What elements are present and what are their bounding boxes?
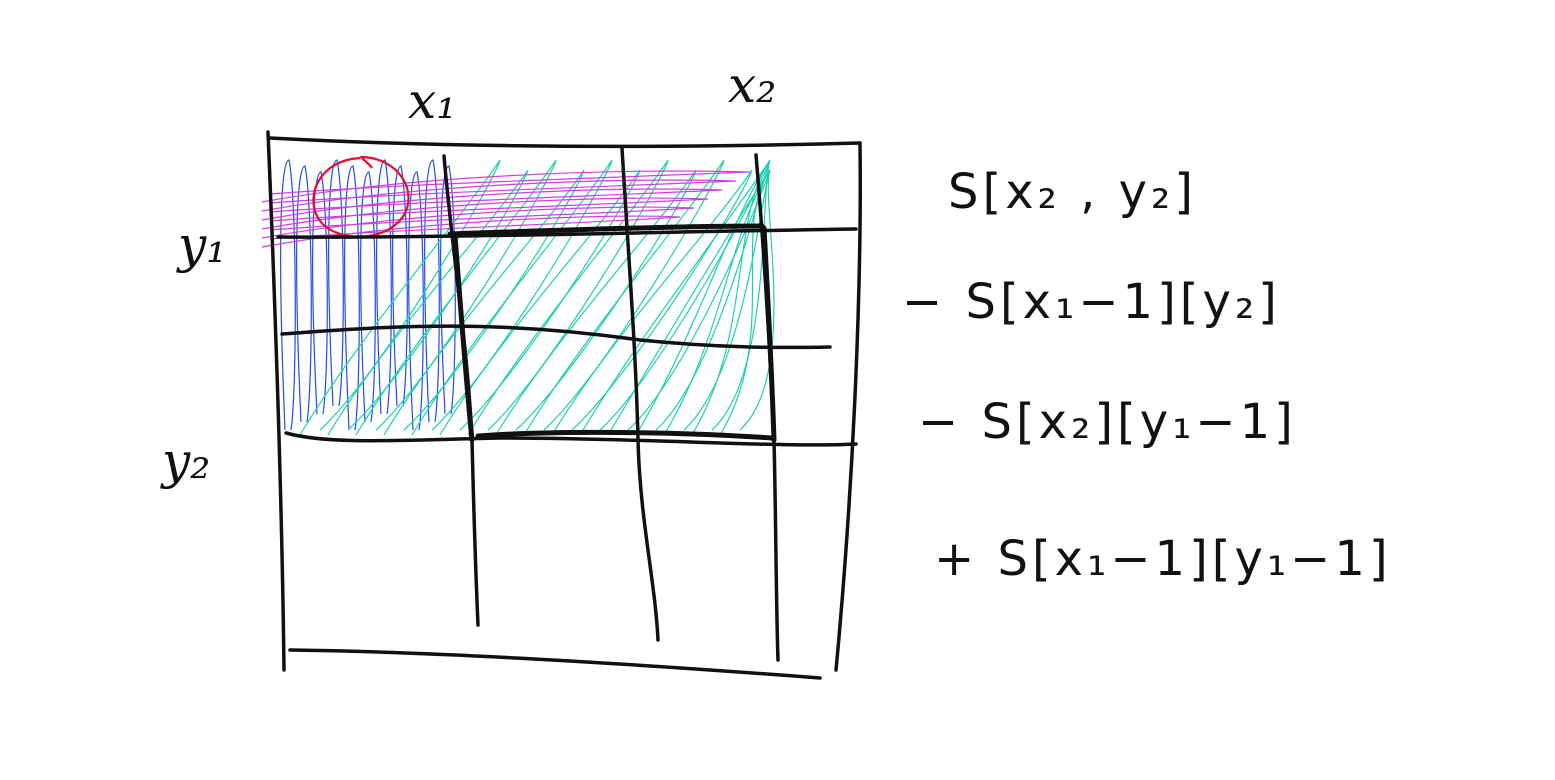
label-x2: x₂ bbox=[728, 56, 776, 114]
grid-row-line-mid bbox=[280, 324, 832, 350]
hatch-stroke bbox=[327, 169, 529, 436]
hatch-stroke bbox=[261, 206, 695, 239]
blue-hatch-region bbox=[280, 159, 456, 431]
label-y1: y₁ bbox=[176, 216, 226, 274]
hatch-stroke bbox=[328, 159, 344, 407]
hatch-stroke bbox=[299, 159, 501, 436]
grid-row-line-y2 bbox=[284, 431, 858, 447]
query-rect-left bbox=[452, 233, 475, 443]
grid-border-left bbox=[266, 130, 286, 672]
hatch-stroke bbox=[467, 159, 669, 436]
hatch-stroke bbox=[408, 171, 424, 431]
hatch-stroke bbox=[261, 170, 751, 203]
label-y2: y₂ bbox=[160, 432, 210, 490]
grid-col-line-mid bbox=[620, 146, 660, 642]
hatch-stroke bbox=[344, 165, 360, 431]
hatch-stroke bbox=[280, 159, 296, 431]
hatch-stroke bbox=[261, 197, 709, 230]
red-circle-mark bbox=[312, 155, 410, 238]
hatch-stroke bbox=[411, 159, 613, 436]
grid-col-line-x1 bbox=[442, 154, 480, 627]
hatch-stroke bbox=[523, 159, 725, 436]
hatch-stroke bbox=[439, 169, 641, 436]
query-rect-bottom bbox=[475, 429, 775, 441]
equation-line-1: S[x₂ , y₂] bbox=[948, 164, 1197, 220]
equation-line-3: − S[x₂][y₁−1] bbox=[918, 394, 1297, 450]
hatch-stroke bbox=[261, 179, 737, 212]
hatch-stroke bbox=[360, 171, 376, 423]
grid-row-line-y1 bbox=[276, 227, 858, 239]
hatch-stroke bbox=[376, 159, 392, 415]
query-rect-top bbox=[447, 223, 765, 237]
hatch-stroke bbox=[440, 165, 456, 415]
hatch-stroke bbox=[392, 165, 408, 407]
hatch-stroke bbox=[261, 215, 681, 248]
grid-border-bottom bbox=[288, 648, 822, 680]
label-x1: x₁ bbox=[408, 72, 456, 130]
equation-line-4: + S[x₁−1][y₁−1] bbox=[934, 531, 1392, 587]
grid-border-top bbox=[268, 136, 862, 149]
hatch-stroke bbox=[551, 169, 753, 436]
hatch-stroke bbox=[495, 169, 697, 436]
hatch-stroke bbox=[424, 159, 440, 423]
grid-border-right bbox=[834, 141, 863, 672]
hatch-stroke bbox=[296, 165, 312, 423]
hatch-stroke bbox=[383, 169, 585, 436]
cyan-hatch-region bbox=[299, 159, 775, 436]
hatch-stroke bbox=[261, 188, 723, 221]
hatch-stroke bbox=[355, 159, 557, 436]
equation-line-2: − S[x₁−1][y₂] bbox=[902, 274, 1281, 330]
query-rect-right bbox=[761, 225, 777, 443]
hatch-stroke bbox=[312, 171, 328, 415]
